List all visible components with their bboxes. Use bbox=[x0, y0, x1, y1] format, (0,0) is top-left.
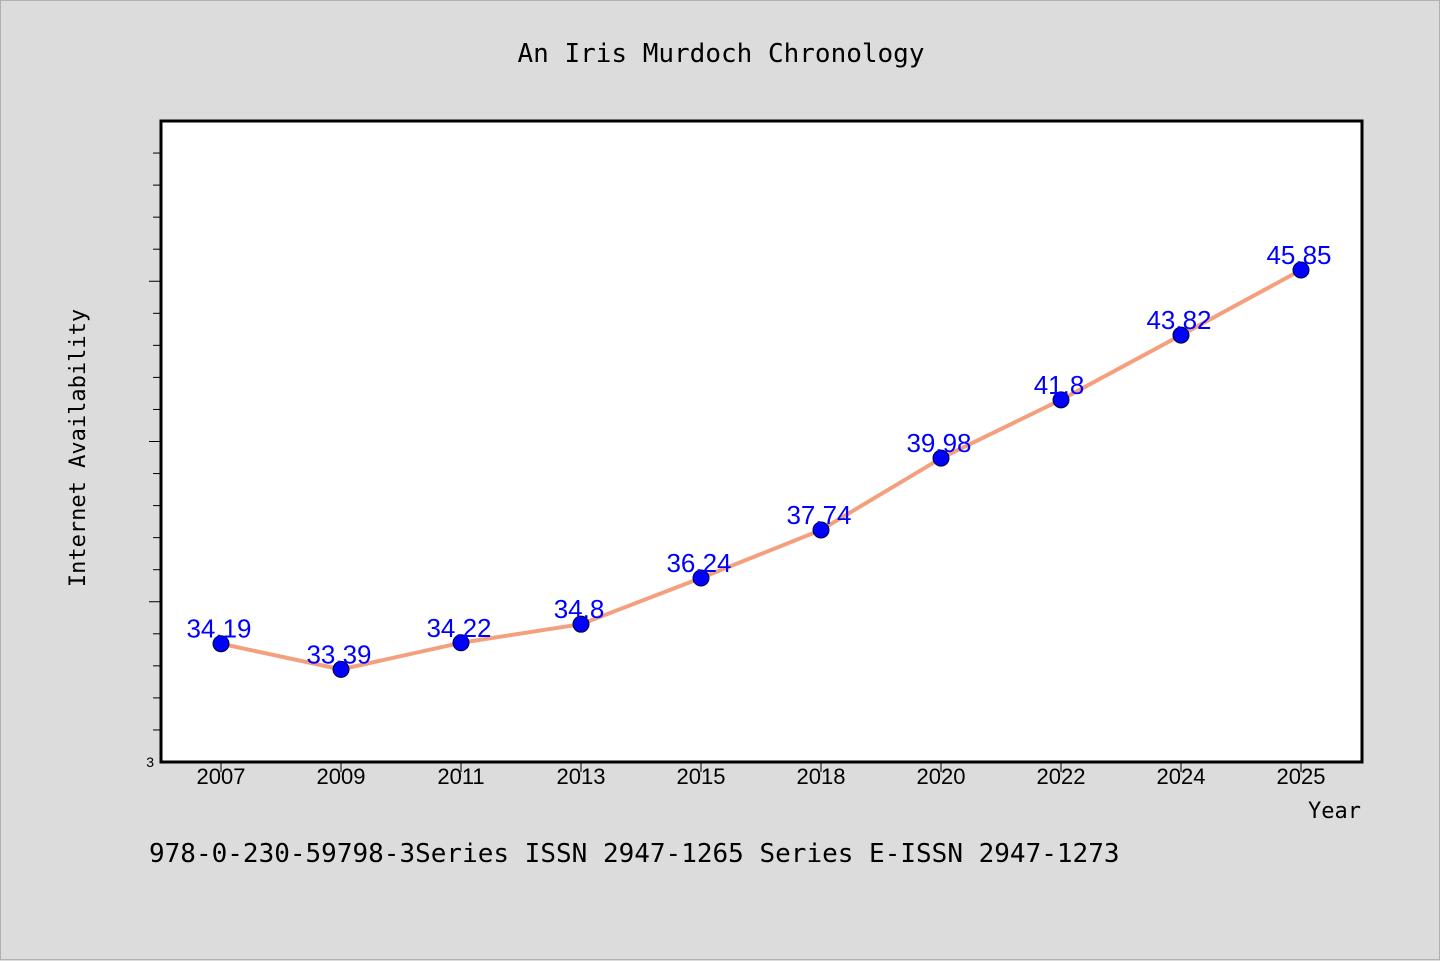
x-tick-label: 2015 bbox=[677, 764, 726, 789]
data-point bbox=[1172, 326, 1190, 344]
data-label: 36.24 bbox=[666, 548, 731, 578]
y-axis-label: Internet Availability bbox=[66, 309, 91, 587]
data-markers bbox=[212, 261, 1310, 678]
x-tick-label: 2007 bbox=[197, 764, 246, 789]
data-label: 45.85 bbox=[1266, 240, 1331, 270]
data-label: 41.8 bbox=[1034, 370, 1085, 400]
footer-isbn-issn: 978-0-230-59798-3Series ISSN 2947-1265 S… bbox=[149, 839, 1120, 869]
data-label: 33.39 bbox=[306, 639, 371, 669]
data-point bbox=[932, 449, 950, 467]
x-tick-label: 2013 bbox=[557, 764, 606, 789]
data-labels: 34.19 33.39 34.22 34.8 36.24 37.74 39.98 41.8 43… bbox=[186, 240, 1331, 669]
x-tick-label: 2020 bbox=[917, 764, 966, 789]
data-point bbox=[1292, 261, 1310, 279]
data-point bbox=[812, 521, 830, 539]
data-label: 39.98 bbox=[906, 428, 971, 458]
x-tick-label: 2018 bbox=[797, 764, 846, 789]
x-tick-label: 2024 bbox=[1157, 764, 1206, 789]
data-point bbox=[572, 615, 590, 633]
x-tick-label: 2011 bbox=[437, 764, 484, 789]
x-axis-tick-labels: 2007 2009 2011 2013 2015 2018 2020 2022 2024 2025 bbox=[197, 764, 1326, 789]
series-line bbox=[219, 268, 1303, 672]
data-label: 34.22 bbox=[426, 613, 491, 643]
x-axis-ticks bbox=[220, 762, 1302, 772]
chart-title: An Iris Murdoch Chronology bbox=[518, 39, 925, 69]
y-axis-ticks bbox=[149, 152, 161, 731]
data-label: 37.74 bbox=[786, 500, 851, 530]
data-label: 43.82 bbox=[1146, 305, 1211, 335]
data-point bbox=[1052, 391, 1070, 409]
x-tick-label: 2009 bbox=[317, 764, 366, 789]
data-point bbox=[452, 634, 470, 652]
data-point bbox=[212, 635, 230, 653]
series-line-group bbox=[219, 268, 1303, 672]
x-tick-label: 2022 bbox=[1037, 764, 1086, 789]
data-label: 34.8 bbox=[554, 594, 605, 624]
data-point bbox=[692, 569, 710, 587]
x-axis-label: Year bbox=[1308, 799, 1361, 824]
plot-area bbox=[159, 119, 1364, 764]
x-tick-label: 2025 bbox=[1277, 764, 1326, 789]
data-point bbox=[332, 660, 350, 678]
data-label: 34.19 bbox=[186, 614, 251, 644]
y-tick-label: 3 bbox=[146, 754, 154, 770]
